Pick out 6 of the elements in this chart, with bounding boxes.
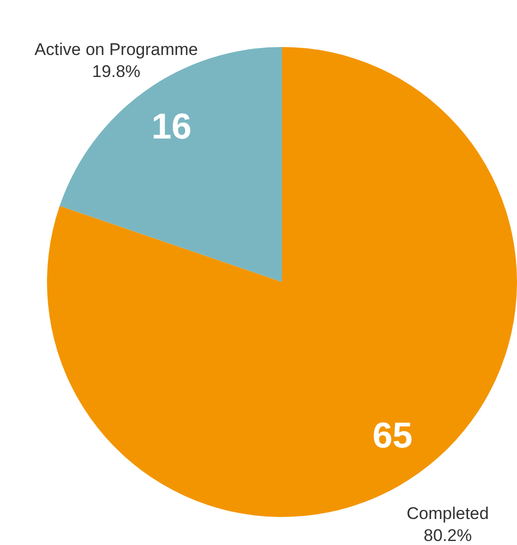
data-label: 65 [372, 414, 413, 456]
text: 19.8% [92, 62, 140, 82]
text: 80.2% [424, 526, 472, 545]
data-label: 16 [151, 105, 192, 146]
slice-label: Active on Programme [34, 40, 198, 60]
slice-label: Completed [406, 504, 489, 523]
